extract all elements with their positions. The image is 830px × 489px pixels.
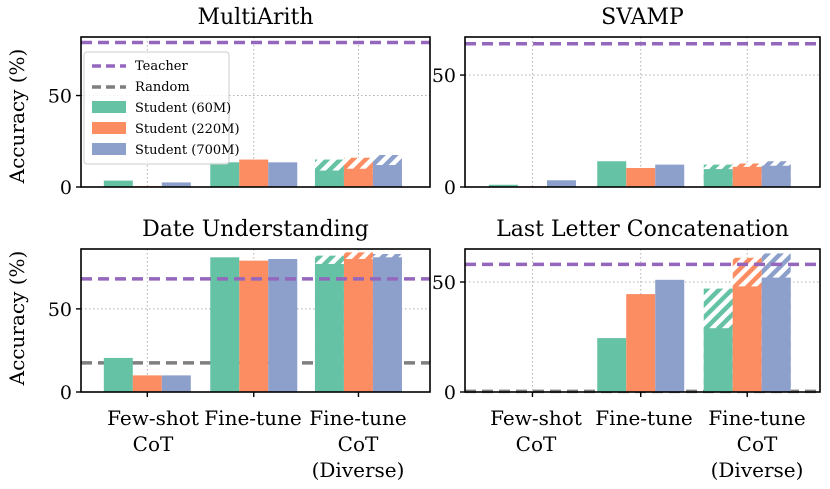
bar-220m	[343, 168, 373, 187]
bar-60m	[488, 184, 518, 187]
subplots: MultiArith 0 50 SVAMP 0 50 Date Understanding 0…	[48, 5, 821, 404]
bar-220m	[732, 166, 762, 187]
category-label: (Diverse)	[312, 458, 405, 482]
category-label: Fine-tune	[309, 406, 406, 430]
y-axis-label-top: Accuracy (%)	[5, 49, 29, 185]
legend-teacher-label: Teacher	[135, 59, 188, 74]
category-label: (Diverse)	[711, 458, 804, 482]
bar-220m	[626, 294, 656, 392]
panel-title: SVAMP	[601, 5, 684, 30]
axes-frame	[464, 248, 821, 393]
bar-220m	[239, 260, 269, 392]
y-tick-label: 50	[48, 86, 72, 108]
bar-700m	[161, 375, 191, 392]
bar-220m	[132, 375, 162, 392]
legend-student-700m-swatch	[92, 143, 126, 155]
bar-60m	[703, 169, 733, 187]
y-tick-label: 50	[432, 65, 456, 87]
y-tick-label: 0	[60, 177, 72, 199]
bar-700m	[655, 164, 685, 187]
legend: Teacher Random Student (60M) Student (22…	[83, 51, 240, 165]
bar-220m	[732, 286, 762, 392]
axes-frame	[80, 248, 431, 393]
bar-60m	[314, 170, 344, 187]
bar-700m	[546, 180, 576, 187]
bar-220m	[343, 258, 373, 392]
bar-700m	[655, 279, 685, 392]
y-tick-label: 0	[444, 177, 456, 199]
bar-60m	[597, 161, 627, 187]
category-label: Few-shot	[490, 406, 582, 430]
bar-60m	[210, 162, 240, 187]
bar-700m	[268, 258, 298, 392]
axes-frame	[464, 36, 821, 188]
category-labels-right: Few-shot CoT Fine-tune Fine-tune CoT (Di…	[490, 406, 806, 482]
legend-student-60m-label: Student (60M)	[135, 101, 231, 116]
legend-student-60m-swatch	[92, 101, 126, 113]
bar-60m	[103, 357, 133, 392]
bar-220m	[239, 159, 269, 187]
panel-title: MultiArith	[197, 5, 313, 30]
panel-0: MultiArith 0 50	[48, 5, 431, 199]
category-labels-left: Few-shot CoT Fine-tune Fine-tune CoT (Di…	[107, 406, 407, 482]
bar-60m	[703, 328, 733, 392]
panel-1: SVAMP 0 50	[432, 5, 821, 199]
bar-60m	[314, 263, 344, 392]
y-tick-label: 50	[432, 272, 456, 294]
bar-700m	[268, 162, 298, 187]
legend-frame	[83, 51, 230, 165]
axes-frame	[80, 36, 431, 188]
category-label: Few-shot	[107, 406, 199, 430]
category-label: Fine-tune	[595, 406, 692, 430]
legend-student-700m-label: Student (700M)	[135, 143, 240, 158]
bar-60m	[103, 180, 133, 187]
y-axis-label-bottom: Accuracy (%)	[5, 251, 29, 387]
y-tick-label: 0	[60, 382, 72, 404]
panel-3: Last Letter Concatenation 0 50	[432, 217, 821, 404]
category-label: CoT	[516, 432, 557, 456]
category-label: Fine-tune	[204, 406, 301, 430]
category-label: CoT	[338, 432, 379, 456]
y-tick-label: 0	[444, 382, 456, 404]
bar-60m	[597, 338, 627, 392]
bar-700m	[761, 165, 791, 187]
category-label: CoT	[737, 432, 778, 456]
legend-random-label: Random	[135, 80, 190, 95]
legend-student-220m-label: Student (220M)	[135, 122, 240, 137]
bar-700m	[761, 277, 791, 392]
bar-220m	[626, 167, 656, 187]
bar-700m	[161, 182, 191, 187]
category-label: CoT	[133, 432, 174, 456]
panel-2: Date Understanding 0 50	[48, 217, 431, 404]
panel-title: Date Understanding	[142, 217, 369, 242]
legend-student-220m-swatch	[92, 122, 126, 134]
y-tick-label: 50	[48, 299, 72, 321]
category-label: Fine-tune	[708, 406, 805, 430]
bar-700m	[372, 165, 402, 187]
panel-title: Last Letter Concatenation	[496, 217, 789, 242]
